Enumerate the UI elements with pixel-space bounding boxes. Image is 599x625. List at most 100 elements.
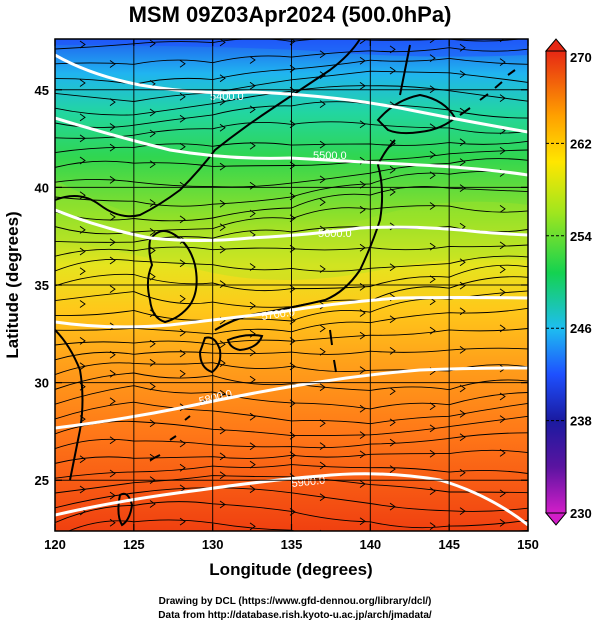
streamline-arrow	[429, 275, 436, 284]
streamline-arrow	[459, 158, 466, 166]
x-axis-ticks: 120 125 130 135 140 145 150	[44, 537, 539, 552]
streamline-arrow	[179, 259, 186, 268]
streamline-arrow	[149, 419, 156, 428]
streamline-arrow	[149, 199, 156, 207]
streamline-arrow	[179, 294, 186, 303]
x-tick-label: 150	[517, 537, 539, 552]
y-tick-label: 35	[35, 278, 49, 293]
streamline-arrow	[79, 134, 86, 143]
streamline-arrow	[459, 258, 466, 267]
streamline-arrow	[109, 238, 116, 247]
streamline-arrow	[249, 348, 256, 357]
streamline-arrow	[109, 60, 116, 68]
streamline-arrow	[429, 487, 436, 495]
streamline-arrow	[499, 94, 506, 102]
streamline-arrow	[429, 171, 436, 180]
streamline-arrow	[249, 56, 256, 64]
streamline-arrow	[389, 66, 396, 75]
colorbar-ticks	[546, 50, 566, 514]
streamline-arrow	[459, 346, 466, 354]
streamline-arrow	[249, 209, 256, 218]
y-tick-label: 40	[35, 180, 49, 195]
streamline-arrow	[319, 50, 326, 59]
streamline-arrow	[389, 347, 396, 355]
streamline-arrow	[389, 438, 396, 447]
streamline-arrow	[389, 502, 396, 511]
contour-label-5600: 5600.0	[318, 228, 352, 240]
mainland-coast-china	[55, 329, 84, 481]
streamline-arrow	[79, 226, 86, 234]
streamline-arrow	[249, 412, 256, 421]
streamline-arrow	[79, 113, 86, 122]
streamline-arrow	[459, 468, 466, 477]
streamline-arrow	[389, 165, 396, 174]
streamline-arrow	[249, 460, 256, 469]
streamline-arrow	[249, 442, 256, 451]
colorbar-bottom-triangle	[544, 512, 568, 526]
contour-label-5500: 5500.0	[313, 150, 347, 162]
x-tick-label: 140	[359, 537, 381, 552]
streamline-arrow	[319, 442, 326, 450]
y-tick-label: 30	[35, 376, 49, 391]
colorbar: 270 262 254 246 238 230	[544, 38, 592, 526]
kuril-islands	[459, 69, 516, 116]
streamline-arrow	[219, 123, 226, 132]
streamline-arrow	[219, 74, 226, 83]
streamline-arrow	[249, 375, 256, 384]
streamline-arrow	[319, 347, 326, 356]
streamline-arrow	[219, 162, 226, 171]
streamline-arrow	[109, 143, 116, 152]
streamline-arrow	[319, 419, 326, 428]
streamline-arrow	[219, 199, 226, 208]
streamline-arrow	[179, 517, 186, 526]
streamline-arrow	[359, 517, 366, 526]
field-shading-band	[55, 180, 528, 280]
streamline-arrow	[219, 97, 226, 106]
streamline-arrow	[179, 328, 186, 337]
streamline-arrow	[79, 337, 86, 345]
streamline-arrow	[219, 39, 226, 47]
streamline-arrow	[389, 45, 396, 54]
sakhalin-coast	[399, 44, 411, 96]
streamline-arrow	[389, 188, 396, 196]
streamline-arrow	[429, 242, 436, 251]
streamline-arrow	[109, 98, 116, 106]
streamline-arrow	[499, 39, 505, 43]
streamline-arrow	[459, 507, 466, 515]
streamline-arrow	[219, 471, 226, 480]
streamline-arrow	[79, 362, 86, 371]
colorbar-label: 246	[570, 321, 592, 336]
streamline-arrow	[319, 198, 326, 207]
contour-5900	[55, 472, 528, 527]
streamline-arrow	[359, 366, 366, 374]
streamline-arrow	[319, 265, 326, 273]
contour-5600	[55, 208, 528, 242]
streamline-arrow	[429, 151, 436, 159]
streamline-arrow	[149, 358, 156, 367]
streamline-arrow	[319, 140, 326, 149]
streamline-arrow	[109, 350, 116, 359]
streamline-arrow	[149, 272, 156, 281]
streamline-arrow	[109, 123, 116, 131]
streamline-arrow	[389, 263, 396, 272]
streamline-arrow	[459, 410, 466, 418]
streamline-arrow	[390, 535, 395, 542]
streamline-arrow	[319, 100, 326, 108]
streamline-arrow	[149, 339, 156, 348]
streamline-arrow	[109, 213, 116, 221]
streamline-arrow	[429, 402, 436, 411]
kyushu-coast	[198, 336, 222, 374]
streamline-arrow	[179, 114, 186, 123]
streamline-arrow	[499, 58, 506, 66]
streamline-arrow	[459, 70, 466, 79]
streamline-arrow	[359, 82, 366, 90]
y-axis-ticks: 25 30 35 40 45	[35, 83, 49, 488]
streamline-arrow	[179, 142, 186, 151]
contour-5400	[55, 53, 528, 134]
streamline-arrow	[389, 465, 396, 473]
contour-label-5400: 5400.0	[210, 91, 244, 103]
streamline-arrow	[459, 281, 466, 290]
axis-ticks	[54, 39, 529, 531]
colorbar-label: 262	[570, 136, 592, 151]
colorbar-label: 270	[570, 50, 592, 65]
